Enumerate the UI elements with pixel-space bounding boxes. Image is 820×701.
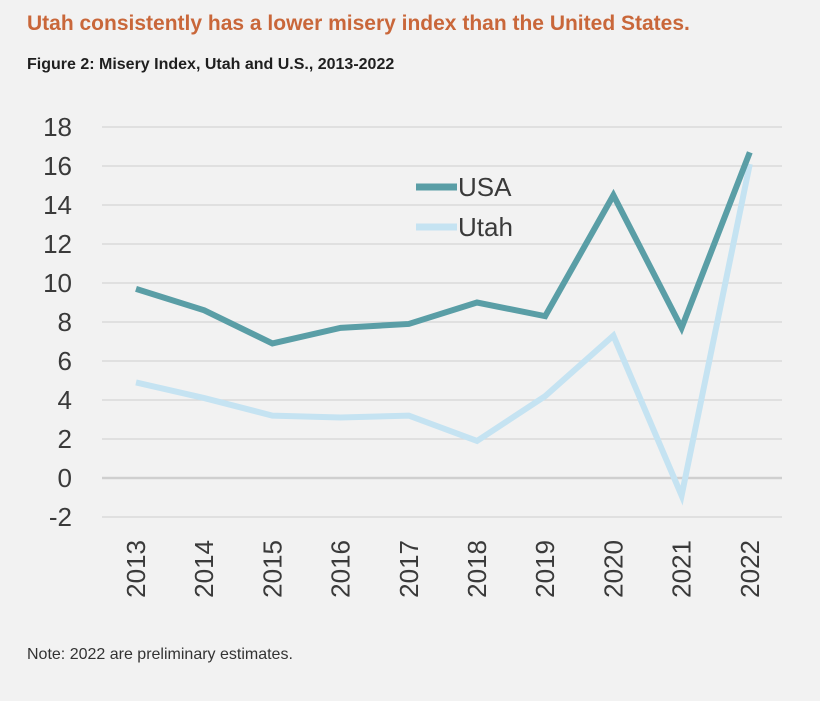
x-axis-ticks: 2013 2014 2015 2016 2017 2018 2019 2020 2021 2022 [121, 540, 765, 598]
y-tick-label: 12 [43, 229, 72, 259]
x-tick-label: 2014 [189, 540, 219, 598]
x-tick-label: 2013 [121, 540, 151, 598]
series-lines [135, 151, 753, 506]
y-tick-label: 2 [58, 424, 72, 454]
x-tick-label: 2020 [598, 540, 628, 598]
y-tick-label: 14 [43, 190, 72, 220]
y-tick-label: 4 [58, 385, 72, 415]
y-axis-ticks: -2 0 2 4 6 8 10 12 14 16 18 [43, 112, 72, 532]
y-tick-label: -2 [49, 502, 72, 532]
series-line-usa [135, 151, 753, 347]
x-tick-label: 2015 [257, 540, 287, 598]
y-tick-label: 10 [43, 268, 72, 298]
y-tick-label: 8 [58, 307, 72, 337]
y-tick-label: 0 [58, 463, 72, 493]
x-tick-label: 2017 [394, 540, 424, 598]
y-tick-label: 6 [58, 346, 72, 376]
x-tick-label: 2022 [735, 540, 765, 598]
y-tick-label: 16 [43, 151, 72, 181]
x-tick-label: 2018 [462, 540, 492, 598]
legend: USA Utah [416, 172, 513, 242]
footnote: Note: 2022 are preliminary estimates. [27, 646, 293, 663]
figure-title: Figure 2: Misery Index, Utah and U.S., 2… [27, 56, 395, 73]
legend-label: Utah [458, 212, 513, 242]
x-tick-label: 2016 [326, 540, 356, 598]
y-tick-label: 18 [43, 112, 72, 142]
legend-label: USA [458, 172, 512, 202]
series-line-utah [135, 163, 753, 506]
x-tick-label: 2021 [667, 540, 697, 598]
gridlines [102, 126, 782, 518]
x-tick-label: 2019 [530, 540, 560, 598]
headline: Utah consistently has a lower misery ind… [27, 12, 690, 35]
